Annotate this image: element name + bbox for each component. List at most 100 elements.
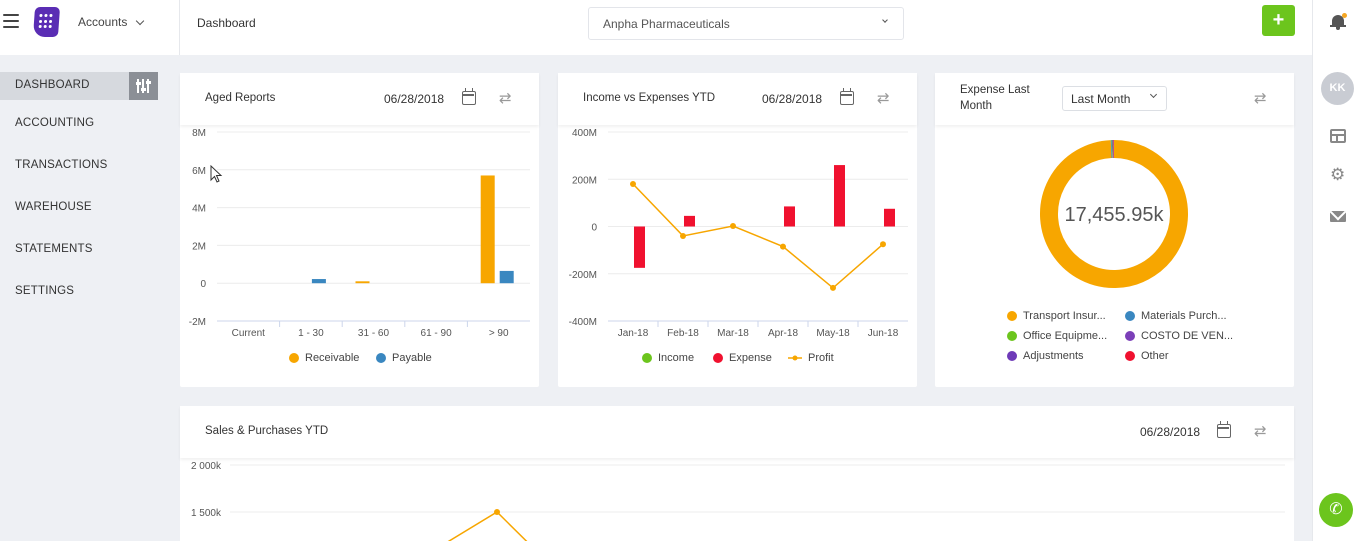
company-select-value: Anpha Pharmaceuticals	[603, 17, 730, 31]
chevron-down-icon	[882, 17, 888, 23]
legend-item[interactable]: Transport Insur...	[1007, 310, 1106, 322]
bar-expense	[634, 226, 645, 268]
bar-payable	[499, 270, 514, 284]
legend-label: Other	[1141, 350, 1169, 362]
y-tick-label: -200M	[569, 270, 597, 281]
card-date: 06/28/2018	[1140, 425, 1201, 439]
legend-dot	[1007, 331, 1017, 341]
y-tick-label: 0	[200, 279, 206, 290]
legend-item-payable[interactable]: Payable	[376, 352, 432, 364]
refresh-icon[interactable]: ⇄	[499, 90, 512, 107]
x-tick-label: May-18	[816, 328, 850, 339]
card-header: Sales & Purchases YTD 06/28/2018 ⇄	[180, 406, 1294, 458]
y-tick-label: 4M	[192, 204, 206, 215]
app-logo[interactable]	[32, 7, 61, 37]
profit-point	[630, 180, 636, 187]
donut-center-label: 17,455.95k	[1065, 204, 1165, 226]
legend-dot	[713, 353, 723, 363]
bell-icon[interactable]	[1330, 13, 1347, 30]
avatar[interactable]: KK	[1321, 72, 1354, 105]
app-menu-label: Accounts	[78, 15, 128, 29]
x-tick-label: 61 - 90	[421, 328, 453, 339]
card-date: 06/28/2018	[762, 92, 823, 106]
income-expenses-chart: 400M 200M 0 -200M -400M Jan-18 Feb-18 Mar-18 Apr…	[569, 128, 908, 339]
add-button[interactable]: +	[1262, 5, 1295, 36]
refresh-icon[interactable]: ⇄	[877, 90, 890, 107]
legend-label: Expense	[729, 352, 772, 364]
card-date: 06/28/2018	[384, 92, 445, 106]
legend-line-marker	[788, 355, 802, 361]
sales-purchases-chart: 2 000k 1 500k	[191, 461, 1285, 541]
y-tick-label: 2M	[192, 241, 206, 252]
app-menu-dropdown[interactable]: Accounts	[78, 15, 145, 29]
hamburger-icon[interactable]	[3, 14, 19, 30]
customize-icon[interactable]	[129, 72, 158, 100]
period-select[interactable]: Last Month	[1062, 86, 1167, 111]
card-title: Income vs Expenses YTD	[583, 92, 716, 104]
y-tick-label: 200M	[572, 175, 597, 186]
profit-point	[780, 243, 786, 250]
legend-dot	[1125, 331, 1135, 341]
x-tick-label: Feb-18	[667, 328, 699, 339]
y-tick-label: 0	[591, 223, 597, 234]
mail-icon[interactable]	[1330, 211, 1346, 222]
gear-icon[interactable]: ⚙	[1330, 165, 1346, 184]
top-bar: Accounts Dashboard Anpha Pharmaceuticals…	[0, 0, 1312, 55]
sidebar-item-transactions[interactable]: TRANSACTIONS	[15, 159, 108, 171]
legend-dot	[376, 353, 386, 363]
legend-label: Payable	[392, 352, 432, 364]
legend-dot	[642, 353, 652, 363]
brand-area: Accounts	[0, 0, 180, 55]
phone-icon: ✆	[1329, 501, 1343, 518]
y-tick-label: -2M	[189, 317, 206, 328]
right-toolbar: KK ⚙ ✆	[1312, 0, 1355, 541]
profit-point	[680, 232, 686, 239]
company-select[interactable]: Anpha Pharmaceuticals	[588, 7, 904, 40]
bar-receivable	[355, 281, 370, 284]
y-tick-label: 6M	[192, 166, 206, 177]
legend-dot	[1007, 311, 1017, 321]
layout-icon[interactable]	[1330, 129, 1346, 143]
sidebar-item-statements[interactable]: STATEMENTS	[15, 243, 93, 255]
calendar-icon[interactable]	[462, 88, 476, 105]
x-tick-label: Jan-18	[618, 328, 649, 339]
sidebar-item-dashboard[interactable]: DASHBOARD	[0, 72, 158, 100]
phone-button[interactable]: ✆	[1319, 493, 1353, 527]
period-select-value: Last Month	[1071, 92, 1131, 106]
legend-item[interactable]: Other	[1125, 350, 1169, 362]
legend-item[interactable]: Materials Purch...	[1125, 310, 1227, 322]
card-title: Sales & Purchases YTD	[205, 425, 329, 437]
sidebar-item-accounting[interactable]: ACCOUNTING	[15, 117, 95, 129]
calendar-icon[interactable]	[840, 88, 854, 105]
legend-dot	[289, 353, 299, 363]
refresh-icon[interactable]: ⇄	[1254, 423, 1267, 440]
legend-item-expense[interactable]: Expense	[713, 352, 772, 364]
sidebar-item-settings[interactable]: SETTINGS	[15, 285, 75, 297]
card-title: Expense Last Month	[960, 84, 1030, 112]
legend-label: Materials Purch...	[1141, 310, 1227, 322]
legend-label: Transport Insur...	[1023, 310, 1106, 322]
donut-slice	[1040, 140, 1188, 288]
legend-label: Office Equipme...	[1023, 330, 1108, 342]
legend-item-income[interactable]: Income	[642, 352, 694, 364]
breadcrumb: Dashboard	[197, 16, 256, 30]
legend-item-profit[interactable]: Profit	[788, 352, 834, 364]
refresh-icon[interactable]: ⇄	[1254, 90, 1267, 107]
legend-item-receivable[interactable]: Receivable	[289, 352, 359, 364]
profit-point	[830, 284, 836, 291]
calendar-icon[interactable]	[1217, 421, 1231, 438]
sidebar-item-label: DASHBOARD	[15, 79, 90, 91]
legend-item[interactable]: COSTO DE VEN...	[1125, 330, 1233, 342]
x-tick-label: 1 - 30	[298, 328, 324, 339]
chevron-down-icon	[136, 16, 145, 25]
legend-item[interactable]: Adjustments	[1007, 350, 1084, 362]
legend-item[interactable]: Office Equipme...	[1007, 330, 1107, 342]
card-header: Income vs Expenses YTD 06/28/2018 ⇄	[558, 73, 917, 125]
legend-label: Adjustments	[1023, 350, 1084, 362]
y-tick-label: 2 000k	[191, 461, 222, 472]
y-tick-label: 1 500k	[191, 508, 222, 519]
card-title: Aged Reports	[205, 92, 276, 104]
y-tick-label: 400M	[572, 128, 597, 139]
sidebar-item-warehouse[interactable]: WAREHOUSE	[15, 201, 92, 213]
x-tick-label: Jun-18	[868, 328, 899, 339]
